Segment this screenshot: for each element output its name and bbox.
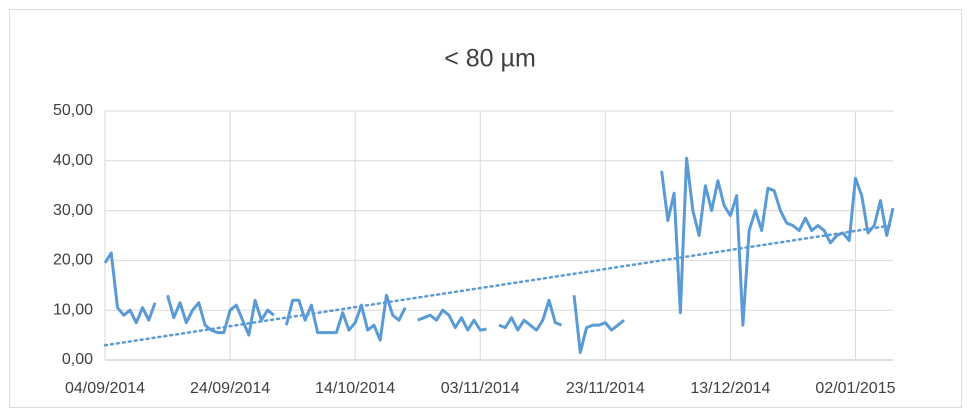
y-tick-label: 0,00 [62,351,93,368]
x-tick-label: 04/09/2014 [65,380,145,397]
y-tick-label: 10,00 [53,301,93,318]
x-tick-label: 03/11/2014 [441,380,520,397]
x-tick-label: 14/10/2014 [315,380,395,397]
y-tick-label: 30,00 [53,202,93,219]
x-tick-label: 24/09/2014 [190,380,270,397]
trendline [103,223,895,347]
chart-title: < 80 µm [444,45,536,73]
x-tick-label: 23/11/2014 [566,380,645,397]
chart-frame [9,9,962,408]
x-tick-label: 13/12/2014 [690,380,770,397]
y-tick-label: 20,00 [53,252,93,269]
y-tick-label: 50,00 [53,102,93,119]
data-line [103,156,895,355]
x-tick-label: 02/01/2015 [815,380,895,397]
y-tick-label: 40,00 [53,152,93,169]
